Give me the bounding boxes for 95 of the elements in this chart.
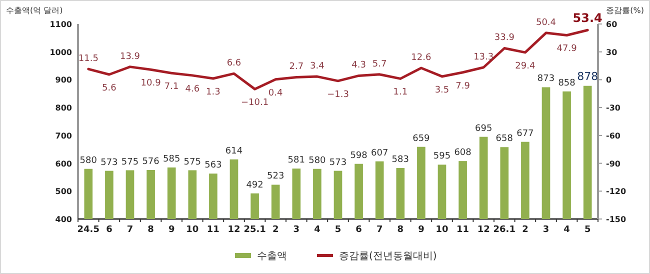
data-label: 10.9 — [140, 78, 162, 89]
data-label: 523 — [267, 172, 284, 182]
legend-label: 증감률(전년동월대비) — [339, 251, 437, 262]
y-tick-label: 500 — [55, 187, 72, 196]
data-label: 12.6 — [411, 53, 432, 64]
data-label: 878 — [577, 70, 598, 83]
data-label: 13.9 — [120, 52, 140, 62]
x-tick-label: 8 — [148, 225, 154, 235]
y-tick-label: 600 — [55, 159, 72, 168]
y2-axis-title: 증감률(%) — [606, 6, 644, 15]
y2-tick-label: -90 — [606, 159, 621, 168]
data-label: 575 — [121, 157, 139, 168]
x-tick-label: 26.1 — [493, 225, 516, 235]
data-label: 5.7 — [372, 59, 387, 70]
data-label: 11.5 — [78, 54, 98, 64]
x-tick-label: 8 — [397, 225, 404, 235]
x-tick-label: 7 — [376, 225, 383, 235]
y2-tick-label: 30 — [606, 48, 618, 57]
data-label: 563 — [204, 160, 222, 171]
data-label: 4.6 — [185, 84, 200, 94]
y2-tick-label: -30 — [606, 104, 621, 113]
y2-tick-label: 60 — [606, 20, 618, 29]
y2-tick-label: -60 — [606, 131, 621, 140]
y-tick-label: 1000 — [50, 48, 72, 57]
x-tick-label: 12 — [477, 225, 490, 235]
data-label: 598 — [350, 150, 368, 161]
data-label: 614 — [225, 146, 243, 156]
y-tick-label: 900 — [55, 76, 72, 85]
y-tick-label: 700 — [55, 131, 72, 140]
y-tick-label: 1100 — [50, 20, 72, 29]
x-tick-label: 2 — [272, 225, 279, 235]
data-label: 580 — [80, 156, 98, 166]
x-tick-label: 24.5 — [77, 225, 100, 235]
data-label: 492 — [246, 180, 264, 190]
data-label: 659 — [412, 134, 430, 144]
data-label: 695 — [475, 124, 492, 134]
y-axis-title: 수출액(억 달러) — [6, 6, 63, 15]
y2-tick-label: 0 — [606, 76, 612, 85]
data-label: 3.5 — [434, 85, 450, 96]
x-tick-label: 9 — [418, 225, 424, 235]
x-tick-label: 11 — [456, 225, 470, 235]
data-label: 858 — [558, 78, 576, 88]
data-label: 47.9 — [556, 44, 578, 54]
data-label: 1.3 — [206, 88, 220, 98]
data-label: 576 — [142, 156, 160, 167]
legend-label: 수출액 — [257, 251, 287, 262]
x-tick-label: 25.1 — [244, 225, 266, 235]
x-tick-label: 11 — [206, 225, 220, 235]
x-tick-label: 6 — [356, 225, 362, 235]
data-label: 33.9 — [494, 33, 515, 44]
x-tick-label: 9 — [168, 225, 175, 235]
y2-tick-label: -150 — [606, 215, 626, 224]
data-label: 583 — [392, 155, 409, 166]
data-label: 575 — [184, 157, 201, 168]
x-tick-label: 4 — [564, 225, 570, 235]
data-label: 677 — [516, 128, 534, 139]
x-tick-label: 3 — [293, 225, 300, 235]
data-label: 29.4 — [515, 61, 536, 72]
data-label: −1.3 — [327, 90, 349, 100]
x-tick-label: 7 — [126, 225, 134, 235]
data-label: 5.6 — [102, 84, 117, 94]
data-label: 608 — [454, 148, 472, 158]
data-label: 50.4 — [536, 18, 556, 28]
data-label: 1.1 — [393, 88, 408, 98]
data-label: 6.6 — [226, 58, 242, 69]
x-tick-label: 6 — [106, 225, 112, 235]
x-tick-label: 10 — [186, 225, 199, 235]
y-tick-label: 400 — [55, 215, 72, 224]
data-label: 873 — [537, 74, 555, 84]
data-label: 607 — [371, 148, 388, 158]
data-label: 585 — [163, 154, 180, 164]
x-tick-label: 4 — [314, 225, 320, 235]
x-tick-label: 3 — [542, 225, 550, 235]
data-label: 658 — [496, 134, 514, 144]
x-tick-label: 5 — [334, 225, 342, 235]
data-label: 3.4 — [310, 62, 325, 72]
data-label: 573 — [100, 158, 118, 168]
data-label: 53.4 — [572, 11, 602, 26]
data-label: −10.1 — [241, 98, 269, 108]
y-tick-label: 800 — [55, 104, 72, 113]
y2-tick-label: -120 — [606, 187, 626, 196]
x-tick-label: 2 — [522, 225, 528, 235]
data-label: 4.3 — [352, 60, 366, 71]
x-tick-label: 10 — [436, 225, 448, 235]
x-tick-label: 5 — [584, 225, 591, 235]
data-label: 580 — [308, 156, 326, 166]
data-label: 13.3 — [474, 52, 494, 62]
x-tick-label: 12 — [228, 225, 240, 235]
data-label: 2.7 — [289, 62, 304, 72]
data-label: 7.1 — [164, 82, 179, 92]
data-label: 573 — [329, 158, 347, 168]
data-label: 581 — [288, 156, 305, 166]
data-label: 595 — [433, 152, 451, 162]
data-label: 0.4 — [268, 88, 284, 98]
data-label: 7.9 — [456, 81, 470, 92]
